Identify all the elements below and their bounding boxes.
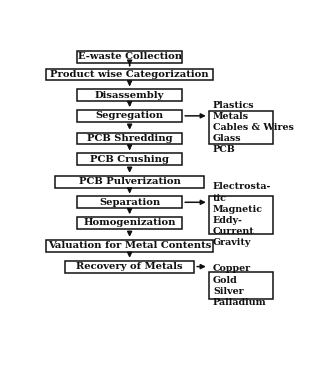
Bar <box>77 196 182 208</box>
Bar <box>46 240 214 252</box>
Bar <box>55 176 204 188</box>
Text: E-waste Collection: E-waste Collection <box>78 52 182 61</box>
Bar <box>46 68 214 81</box>
Text: Segregation: Segregation <box>95 112 164 120</box>
Text: Disassembly: Disassembly <box>95 91 164 100</box>
Text: Valuation for Metal Contents: Valuation for Metal Contents <box>48 241 211 250</box>
Bar <box>65 261 194 273</box>
Bar <box>77 89 182 101</box>
Bar <box>77 51 182 63</box>
Text: PCB Shredding: PCB Shredding <box>87 134 172 143</box>
Text: Recovery of Metals: Recovery of Metals <box>76 262 183 271</box>
Text: Homogenization: Homogenization <box>83 219 176 227</box>
Bar <box>209 111 273 144</box>
Text: Electrosta-
tic
Magnetic
Eddy-
Current
Gravity: Electrosta- tic Magnetic Eddy- Current G… <box>213 183 271 247</box>
Text: Product wise Categorization: Product wise Categorization <box>50 70 209 79</box>
Bar <box>209 272 273 299</box>
Bar <box>77 217 182 229</box>
Text: PCB Pulverization: PCB Pulverization <box>79 177 180 186</box>
Text: Copper
Gold
Silver
Palladium: Copper Gold Silver Palladium <box>213 265 267 307</box>
Bar <box>77 132 182 145</box>
Bar <box>209 196 273 234</box>
Bar <box>77 110 182 122</box>
Text: PCB Crushing: PCB Crushing <box>90 155 169 164</box>
Text: Plastics
Metals
Cables & Wires
Glass
PCB: Plastics Metals Cables & Wires Glass PCB <box>213 101 294 154</box>
Bar <box>77 153 182 165</box>
Text: Separation: Separation <box>99 198 160 207</box>
